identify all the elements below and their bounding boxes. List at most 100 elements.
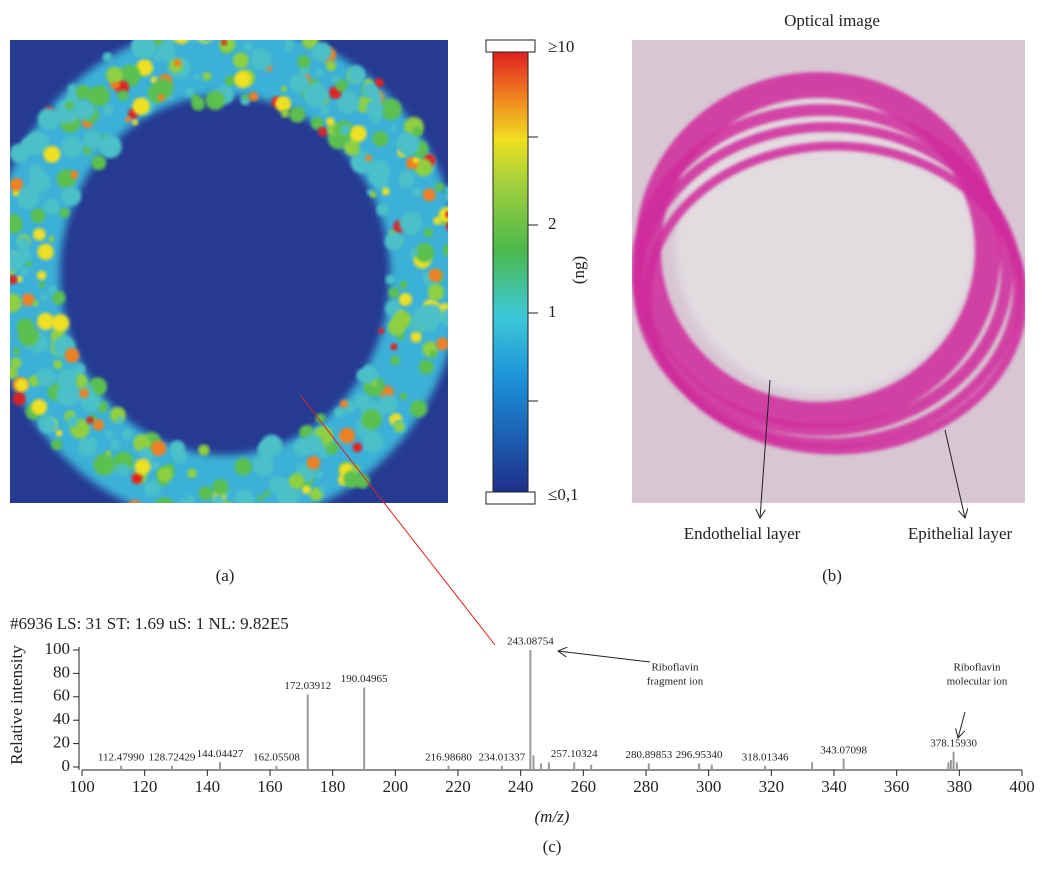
- blob: [347, 65, 366, 84]
- x-tick-label: 300: [696, 777, 722, 796]
- blob: [32, 300, 39, 307]
- blob: [10, 213, 22, 231]
- blob: [280, 85, 287, 92]
- y-tick-label: 0: [62, 756, 71, 775]
- blob: [450, 215, 466, 231]
- blob: [297, 55, 311, 69]
- blob: [173, 58, 182, 67]
- y-tick-label: 20: [53, 733, 70, 752]
- blob: [249, 25, 256, 32]
- y-tick-label: 100: [45, 639, 71, 658]
- x-tick-label: 320: [759, 777, 785, 796]
- blob: [150, 440, 167, 456]
- blob: [90, 437, 97, 444]
- blob: [429, 350, 437, 359]
- blob: [355, 473, 370, 489]
- blob: [43, 198, 61, 215]
- blob: [372, 131, 389, 147]
- blob: [388, 287, 400, 299]
- blob: [155, 497, 174, 503]
- blob: [0, 204, 2, 219]
- blob: [378, 394, 398, 414]
- peak-label: 234.01337: [479, 751, 526, 763]
- peak-label: 190.04965: [341, 673, 388, 685]
- blob: [433, 216, 442, 225]
- blob: [182, 506, 194, 518]
- blob: [289, 106, 306, 123]
- blob: [394, 421, 405, 433]
- blob: [73, 374, 88, 388]
- blob: [174, 40, 189, 45]
- blob: [399, 211, 423, 235]
- blob: [369, 174, 380, 184]
- blob: [56, 383, 79, 407]
- blob: [263, 490, 271, 497]
- blob: [28, 163, 43, 178]
- panel-label: (a): [216, 566, 235, 585]
- blob: [457, 286, 471, 300]
- blob: [31, 399, 48, 415]
- blob: [10, 215, 11, 220]
- blob: [193, 73, 201, 81]
- x-axis-label: (m/z): [535, 807, 570, 826]
- layer-label: Epithelial layer: [908, 524, 1013, 543]
- blob: [361, 430, 384, 453]
- blob: [369, 191, 377, 198]
- x-tick-label: 360: [884, 777, 910, 796]
- x-tick-label: 180: [320, 777, 346, 796]
- blob: [454, 275, 471, 292]
- blob: [121, 428, 134, 441]
- blob: [73, 363, 86, 376]
- blob: [187, 468, 197, 479]
- blob: [92, 419, 104, 431]
- blob: [354, 393, 371, 410]
- blob: [410, 331, 422, 343]
- blob: [202, 40, 213, 43]
- blob: [352, 464, 361, 473]
- blob: [216, 518, 232, 534]
- blob: [381, 187, 390, 196]
- panel-label: (c): [543, 837, 562, 856]
- blob: [37, 243, 54, 260]
- x-tick-label: 280: [633, 777, 659, 796]
- blob: [334, 406, 346, 418]
- blob: [74, 100, 95, 121]
- blob: [242, 94, 249, 101]
- colorbar-label: 2: [548, 214, 557, 233]
- blob: [325, 441, 339, 455]
- colorbar-label: 1: [548, 302, 557, 321]
- blob: [414, 158, 433, 177]
- blob: [399, 392, 408, 401]
- blob: [301, 485, 311, 495]
- blob: [178, 498, 196, 503]
- blob: [315, 470, 324, 479]
- blob: [303, 434, 323, 454]
- annotation: fragment ion: [647, 676, 704, 688]
- peak-label: 257.10324: [551, 748, 598, 760]
- blob: [67, 114, 76, 122]
- blob: [150, 460, 161, 471]
- blob: [409, 319, 423, 333]
- blob: [10, 250, 24, 272]
- blob: [134, 458, 151, 475]
- blob: [224, 75, 236, 87]
- x-tick-label: 240: [508, 777, 534, 796]
- blob: [10, 366, 18, 380]
- arrow: [558, 651, 651, 663]
- y-tick-label: 40: [53, 709, 70, 728]
- blob: [131, 119, 139, 126]
- blob: [21, 293, 35, 307]
- blob: [51, 439, 63, 451]
- blob: [422, 188, 436, 202]
- blob: [56, 368, 77, 390]
- arrow: [958, 711, 966, 738]
- blob: [132, 40, 156, 58]
- blob: [390, 124, 398, 131]
- blob: [315, 69, 324, 78]
- blob: [132, 97, 150, 116]
- blob: [36, 270, 47, 281]
- colorbar-label: ≥10: [548, 37, 574, 56]
- blob: [0, 252, 6, 265]
- annotation: molecular ion: [947, 676, 1008, 688]
